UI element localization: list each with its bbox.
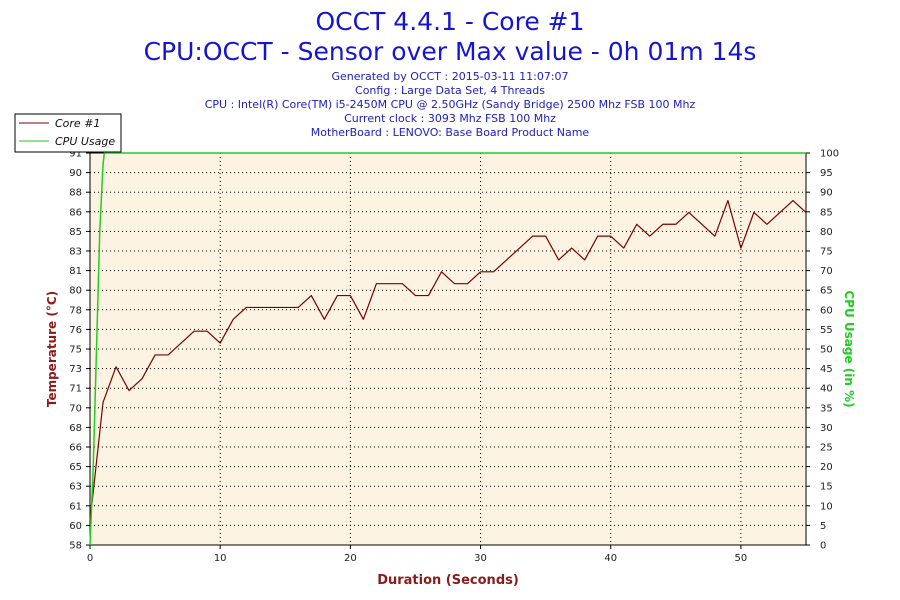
y-left-tick-label: 75 [69,345,82,356]
chart-subtitle: CPU:OCCT - Sensor over Max value - 0h 01… [144,37,757,66]
y-left-tick-label: 71 [69,384,82,395]
y-left-tick-label: 86 [69,207,82,218]
series-cpu-usage-line [89,152,806,546]
y-left-tick-label: 58 [69,541,82,552]
y-left-tick-label: 81 [69,266,82,277]
x-tick-label: 40 [604,553,617,564]
x-tick-label: 10 [214,553,227,564]
y-right-tick-label: 5 [820,521,826,532]
y-left-tick-label: 68 [69,423,82,434]
y-axis-left-title: Temperature (°C) [45,291,59,407]
y-left-tick-label: 83 [69,247,82,258]
y-left-tick-label: 73 [69,364,82,375]
y-right-tick-label: 35 [820,403,833,414]
info-motherboard: MotherBoard : LENOVO: Base Board Product… [311,126,590,139]
x-tick-label: 30 [474,553,487,564]
info-generated: Generated by OCCT : 2015-03-11 11:07:07 [331,70,568,83]
info-clock: Current clock : 3093 Mhz FSB 100 Mhz [344,112,556,125]
legend-core-label: Core #1 [55,117,100,130]
info-cpu: CPU : Intel(R) Core(TM) i5-2450M CPU @ 2… [205,98,696,111]
y-left-tick-label: 66 [69,443,82,454]
y-left-tick-label: 85 [69,227,82,238]
y-left-tick-label: 91 [69,149,82,160]
y-right-tick-label: 50 [820,345,833,356]
y-axis-right-title: CPU Usage (in %) [842,290,856,407]
y-right-tick-label: 55 [820,325,833,336]
y-right-tick-label: 60 [820,305,833,316]
y-right-tick-label: 20 [820,462,833,473]
y-right-tick-label: 65 [820,286,833,297]
y-left-tick-label: 60 [69,521,82,532]
y-left-tick-label: 90 [69,168,82,179]
axis-ticks: 0 10 20 30 40 5058606163656668707173757678808… [69,149,839,565]
y-right-tick-label: 40 [820,384,833,395]
series-layer [89,152,807,546]
x-tick-label: 20 [344,553,357,564]
y-right-tick-label: 70 [820,266,833,277]
y-right-tick-label: 30 [820,423,833,434]
info-config: Config : Large Data Set, 4 Threads [355,84,545,97]
y-right-tick-label: 90 [820,188,833,199]
y-left-tick-label: 78 [69,305,82,316]
y-right-tick-label: 10 [820,501,833,512]
y-left-tick-label: 80 [69,286,82,297]
y-left-tick-label: 76 [69,325,82,336]
chart-title: OCCT 4.4.1 - Core #1 [316,7,585,36]
y-left-tick-label: 88 [69,188,82,199]
grid-lines [90,153,806,545]
y-left-tick-label: 70 [69,403,82,414]
y-right-tick-label: 15 [820,482,833,493]
y-right-tick-label: 25 [820,443,833,454]
y-right-tick-label: 100 [820,149,839,160]
x-axis-title: Duration (Seconds) [377,573,519,588]
y-right-tick-label: 75 [820,247,833,258]
legend: Core #1 CPU Usage [14,113,122,153]
y-right-tick-label: 95 [820,168,833,179]
legend-cpu-label: CPU Usage [55,135,115,148]
y-right-tick-label: 85 [820,207,833,218]
y-right-tick-label: 45 [820,364,833,375]
legend-box [14,113,122,153]
x-tick-label: 50 [735,553,748,564]
y-left-tick-label: 65 [69,462,82,473]
series-core-1-line [89,199,807,522]
y-right-tick-label: 0 [820,541,826,552]
y-right-tick-label: 80 [820,227,833,238]
y-left-tick-label: 63 [69,482,82,493]
y-left-tick-label: 61 [69,501,82,512]
x-tick-label: 0 [87,553,93,564]
